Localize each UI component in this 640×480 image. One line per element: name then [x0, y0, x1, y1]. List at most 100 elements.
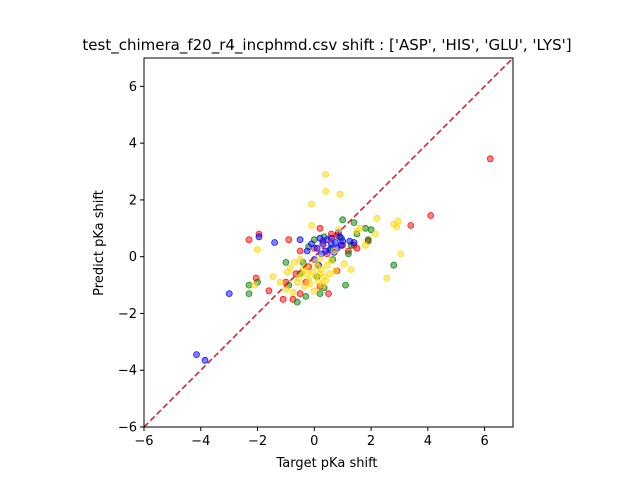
data-point — [342, 281, 349, 289]
data-point — [407, 222, 415, 229]
data-point — [337, 241, 345, 249]
data-point — [313, 244, 321, 252]
data-point — [340, 260, 348, 268]
data-point — [271, 239, 279, 246]
reference-line — [143, 57, 514, 428]
data-point — [282, 258, 290, 266]
y-axis-label: Predict pKa shift — [92, 190, 107, 296]
x-axis: −6 −4 −2 0 2 4 6 — [134, 427, 489, 449]
data-point — [383, 274, 391, 282]
data-point — [303, 270, 311, 278]
data-point — [302, 292, 310, 300]
data-point — [276, 278, 284, 286]
data-point — [296, 290, 304, 298]
y-tick-label: 4 — [129, 137, 137, 152]
axes-frame — [143, 57, 514, 428]
plot-area — [143, 57, 514, 428]
data-point — [293, 298, 301, 306]
data-point — [319, 240, 327, 248]
x-axis-label: Target pKa shift — [275, 456, 377, 471]
data-point — [313, 263, 321, 271]
data-point — [486, 155, 494, 163]
data-point — [397, 250, 405, 258]
data-point — [255, 233, 263, 241]
x-tick-label: 6 — [480, 434, 488, 449]
y-axis: −6 −4 −2 0 2 4 6 — [118, 80, 144, 436]
data-point — [390, 261, 398, 269]
y-tick-label: 0 — [129, 250, 137, 265]
data-point — [346, 237, 354, 245]
x-tick-label: 2 — [367, 434, 375, 449]
y-tick-label: −2 — [118, 307, 137, 322]
data-point — [373, 214, 381, 222]
data-point — [290, 258, 298, 266]
data-point — [364, 236, 372, 244]
data-point — [322, 187, 330, 195]
data-point — [279, 295, 287, 303]
data-point — [344, 250, 352, 258]
data-point — [356, 224, 364, 232]
data-point — [325, 290, 332, 298]
data-point — [367, 226, 375, 234]
data-point — [201, 356, 209, 364]
data-point — [390, 220, 398, 228]
series-3 — [251, 170, 405, 296]
x-tick-label: −2 — [248, 434, 267, 449]
y-tick-label: −4 — [118, 364, 137, 379]
data-point — [350, 219, 358, 227]
data-point — [300, 283, 308, 290]
data-point — [322, 277, 330, 285]
data-point — [316, 270, 324, 278]
y-tick-label: 6 — [129, 80, 137, 95]
data-point — [245, 290, 253, 298]
data-point — [361, 241, 369, 249]
data-point — [193, 351, 200, 359]
data-point — [296, 256, 304, 263]
data-point — [361, 224, 369, 232]
data-point — [330, 247, 338, 255]
data-point — [339, 216, 347, 224]
y-tick-label: 2 — [129, 193, 137, 208]
data-point — [265, 287, 273, 295]
data-point — [327, 257, 335, 265]
data-point — [269, 273, 277, 281]
data-point — [245, 236, 253, 244]
data-point — [308, 240, 315, 248]
data-point — [322, 170, 330, 178]
data-point — [347, 266, 355, 273]
data-point — [336, 190, 344, 198]
data-point — [371, 230, 379, 238]
data-point — [308, 222, 315, 229]
x-tick-label: 4 — [424, 434, 432, 449]
data-point — [427, 212, 435, 219]
data-point — [296, 236, 304, 244]
data-point — [303, 247, 311, 255]
data-point — [327, 234, 335, 242]
data-point — [296, 247, 304, 255]
data-point — [306, 280, 314, 288]
data-point — [299, 266, 307, 273]
data-point — [254, 246, 261, 254]
data-point — [282, 285, 290, 293]
data-point — [353, 244, 361, 252]
x-tick-label: −6 — [134, 434, 153, 449]
data-point — [308, 200, 315, 208]
data-point — [316, 254, 324, 262]
chart-title: test_chimera_f20_r4_incphmd.csv shift : … — [82, 36, 571, 55]
data-point — [283, 268, 291, 276]
x-tick-label: −4 — [191, 434, 210, 449]
data-point — [251, 281, 259, 289]
data-point — [310, 287, 318, 295]
points-layer — [193, 155, 494, 364]
data-point — [326, 270, 334, 278]
data-point — [225, 290, 233, 298]
x-tick-label: 0 — [310, 434, 318, 449]
data-point — [316, 290, 324, 298]
data-point — [316, 224, 324, 232]
data-point — [323, 261, 331, 269]
y-tick-label: −6 — [118, 421, 137, 436]
data-point — [245, 281, 253, 289]
data-point — [332, 267, 340, 275]
